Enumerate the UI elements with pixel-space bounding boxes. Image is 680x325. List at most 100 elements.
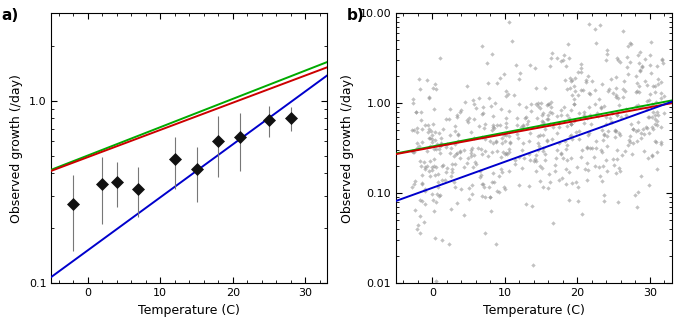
Point	[524, 183, 534, 188]
Point	[496, 141, 507, 146]
Point	[656, 91, 666, 96]
Point	[635, 135, 646, 140]
Point	[573, 69, 583, 74]
Point	[486, 127, 497, 132]
Point	[576, 61, 587, 67]
Point	[624, 137, 634, 142]
Point	[488, 122, 498, 127]
Point	[449, 184, 460, 189]
Point	[636, 130, 647, 135]
Point	[462, 155, 473, 161]
Point	[491, 123, 502, 128]
Point	[529, 66, 540, 71]
Point	[456, 187, 466, 192]
Point	[547, 220, 558, 225]
Point	[441, 116, 452, 122]
Point	[449, 124, 460, 129]
Point	[625, 133, 636, 138]
Point	[608, 90, 619, 95]
Point	[617, 28, 628, 33]
Point	[412, 125, 423, 130]
Point	[429, 107, 440, 112]
Point	[583, 131, 594, 136]
Point	[469, 136, 479, 141]
Point	[532, 133, 543, 138]
Point	[418, 160, 429, 165]
Point	[420, 187, 430, 192]
Point	[641, 107, 652, 112]
Point	[482, 154, 493, 159]
Point	[552, 147, 563, 152]
Point	[551, 131, 562, 136]
Point	[579, 121, 590, 126]
Point	[517, 165, 528, 171]
Point	[469, 152, 480, 157]
Point	[614, 165, 625, 170]
Point	[459, 212, 470, 217]
Point	[656, 139, 666, 144]
Point	[546, 99, 557, 105]
Point	[469, 117, 479, 122]
Point	[634, 60, 645, 66]
Point	[633, 53, 644, 58]
Point	[625, 59, 636, 64]
Point	[614, 103, 625, 108]
Point	[455, 149, 466, 154]
Point	[602, 168, 613, 174]
Point	[455, 156, 466, 161]
Point	[477, 104, 488, 109]
Point	[407, 100, 418, 105]
Point	[562, 113, 573, 118]
Point	[485, 194, 496, 199]
Point	[490, 241, 501, 246]
Point	[448, 179, 459, 184]
Point	[626, 42, 636, 47]
Point	[624, 140, 635, 145]
Point	[430, 81, 441, 86]
Point	[431, 199, 442, 204]
Point	[477, 134, 488, 139]
Point	[504, 147, 515, 152]
Point	[441, 165, 452, 170]
Point	[612, 148, 623, 153]
Point	[525, 101, 536, 107]
Point	[484, 194, 495, 200]
Point	[500, 133, 511, 138]
Point	[565, 121, 576, 126]
Point	[486, 180, 497, 185]
Point	[639, 56, 650, 61]
Point	[459, 164, 470, 170]
Point	[416, 117, 427, 123]
Point	[446, 146, 457, 151]
Point	[643, 182, 654, 188]
Point	[528, 262, 539, 267]
Point	[445, 206, 456, 211]
Point	[424, 126, 435, 131]
Point	[426, 191, 437, 196]
Point	[609, 128, 620, 133]
Point	[408, 96, 419, 101]
Point	[611, 85, 622, 90]
Point	[515, 70, 526, 75]
Point	[586, 121, 597, 126]
Point	[596, 127, 607, 133]
Point	[417, 182, 428, 187]
Point	[596, 106, 607, 111]
Point	[475, 147, 486, 152]
Point	[476, 172, 487, 177]
Point	[572, 164, 583, 170]
Point	[598, 103, 609, 109]
Point	[635, 49, 646, 55]
Point	[563, 169, 574, 175]
Point	[462, 83, 473, 88]
Point	[603, 86, 614, 91]
Point	[534, 105, 545, 110]
Point	[462, 117, 473, 123]
Point	[500, 115, 511, 121]
Point	[565, 133, 576, 138]
Point	[632, 138, 643, 143]
Point	[479, 126, 490, 131]
Point	[435, 141, 446, 147]
Point	[479, 185, 490, 190]
Point	[428, 146, 439, 151]
